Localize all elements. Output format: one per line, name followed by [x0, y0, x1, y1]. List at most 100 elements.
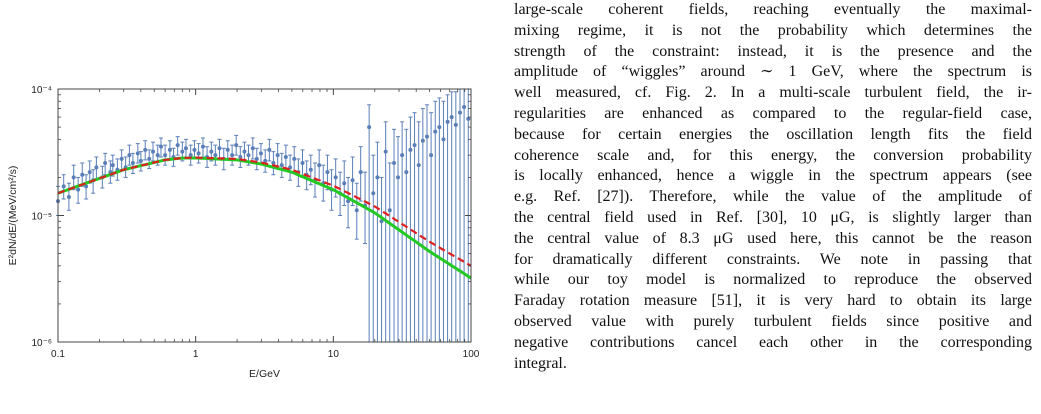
data-point: [424, 134, 429, 139]
data-point: [119, 156, 124, 161]
data-point: [225, 147, 230, 152]
x-tick-label: 1: [193, 349, 199, 360]
data-point: [371, 191, 376, 196]
data-point: [238, 155, 243, 160]
data-point: [188, 153, 193, 158]
data-point: [375, 175, 380, 180]
paper-text-column: large-scale coherent fields, reaching ev…: [514, 0, 1032, 414]
data-point: [453, 122, 458, 127]
data-point: [387, 208, 392, 213]
data-point: [416, 163, 421, 168]
data-point: [325, 170, 330, 175]
paragraph-line: because for certain energies the oscilla…: [514, 125, 1032, 143]
data-point: [292, 156, 297, 161]
paragraph-line: e.g. Ref. [27]). Therefore, while the va…: [514, 188, 1032, 206]
x-axis-label: E/GeV: [249, 368, 280, 380]
data-point: [167, 147, 172, 152]
data-point: [437, 125, 442, 130]
data-point: [94, 165, 99, 170]
paragraph-line: negative contributions cancel each other…: [514, 333, 1032, 351]
data-point: [275, 153, 280, 158]
data-point: [449, 115, 454, 120]
data-point: [66, 195, 71, 200]
paragraph-line: Faraday rotation measure [51], it is ver…: [514, 292, 1032, 310]
data-point: [163, 153, 168, 158]
data-point: [441, 137, 446, 142]
data-point: [333, 175, 338, 180]
data-point: [354, 208, 359, 213]
data-point: [420, 138, 425, 143]
data-point: [209, 149, 214, 154]
data-point: [308, 167, 313, 172]
paragraph-line: coherence scale and, for this energy, th…: [514, 146, 1032, 164]
data-point: [180, 149, 185, 154]
data-point: [258, 151, 263, 156]
data-point: [196, 151, 201, 156]
paragraph-line: observed value with purely turbulent fie…: [514, 312, 1032, 330]
data-point: [159, 144, 164, 149]
data-point: [379, 219, 384, 224]
data-point: [127, 153, 132, 158]
paragraph-line: well measured, cf. Fig. 2. In a multi-sc…: [514, 84, 1032, 102]
data-point: [458, 110, 463, 115]
curve-layer: [57, 156, 472, 280]
data-point: [84, 184, 89, 189]
data-point: [76, 187, 81, 192]
y-tick-label: 10⁻⁵: [31, 212, 52, 223]
data-point: [342, 181, 347, 186]
y-axis-label: E²dN/dE/(MeV/cm²/s): [7, 166, 19, 266]
x-tick-label: 100: [463, 349, 480, 360]
data-point: [155, 153, 160, 158]
data-point: [61, 184, 66, 189]
data-point: [283, 155, 288, 160]
paragraph-line: is locally enhanced, hence a wiggle in t…: [514, 167, 1032, 185]
data-point: [135, 151, 140, 156]
paragraph-line: the central field used in Ref. [30], 10 …: [514, 208, 1032, 226]
data-point: [192, 147, 197, 152]
data-point: [429, 153, 434, 158]
data-point: [383, 149, 388, 154]
data-point: [242, 149, 247, 154]
data-point: [80, 172, 85, 177]
data-point: [466, 116, 471, 121]
data-point: [130, 161, 135, 166]
model-curve-red-dashed: [57, 156, 472, 267]
data-point: [71, 175, 76, 180]
paragraph-line: the central value of 8.3 μG used here, t…: [514, 229, 1032, 247]
errorbar-layer: [56, 88, 471, 342]
x-tick-label: 0.1: [51, 349, 65, 360]
x-tick-label: 10: [328, 349, 340, 360]
data-point: [263, 158, 268, 163]
data-point: [87, 170, 92, 175]
paragraph-line: large-scale coherent fields, reaching ev…: [514, 1, 1032, 18]
paragraph-line: integral.: [514, 354, 567, 372]
data-point: [412, 143, 417, 148]
data-point: [445, 119, 450, 124]
y-tick-label: 10⁻⁶: [31, 338, 52, 349]
spectrum-chart: 0.1 1 10 100 10⁻⁶ 10⁻⁵ 10⁻⁴ E/GeV E²dN/dE/(MeV…: [7, 85, 480, 380]
data-point: [147, 156, 152, 161]
data-point: [279, 163, 284, 168]
data-point: [404, 170, 409, 175]
data-point: [250, 146, 255, 151]
data-point: [217, 146, 222, 151]
paragraph-line: for dramatically different constraints. …: [514, 250, 1032, 268]
data-point: [234, 143, 239, 148]
paragraph-line: strength of the constraint: instead, it …: [514, 42, 1032, 60]
data-point: [462, 105, 467, 110]
figure-spectrum: 0.1 1 10 100 10⁻⁶ 10⁻⁵ 10⁻⁴ E/GeV E²dN/dE/(MeV…: [0, 0, 490, 414]
data-point: [267, 147, 272, 152]
data-point: [400, 153, 405, 158]
data-point: [350, 178, 355, 183]
plot-frame: [57, 88, 472, 343]
data-point: [254, 156, 259, 161]
data-point: [433, 129, 438, 134]
data-point: [183, 146, 188, 151]
model-curve-green: [57, 156, 472, 280]
data-point: [175, 143, 180, 148]
data-point: [213, 153, 218, 158]
data-point: [103, 161, 108, 166]
data-point: [358, 170, 363, 175]
data-point: [408, 147, 413, 152]
data-point: [246, 153, 251, 158]
